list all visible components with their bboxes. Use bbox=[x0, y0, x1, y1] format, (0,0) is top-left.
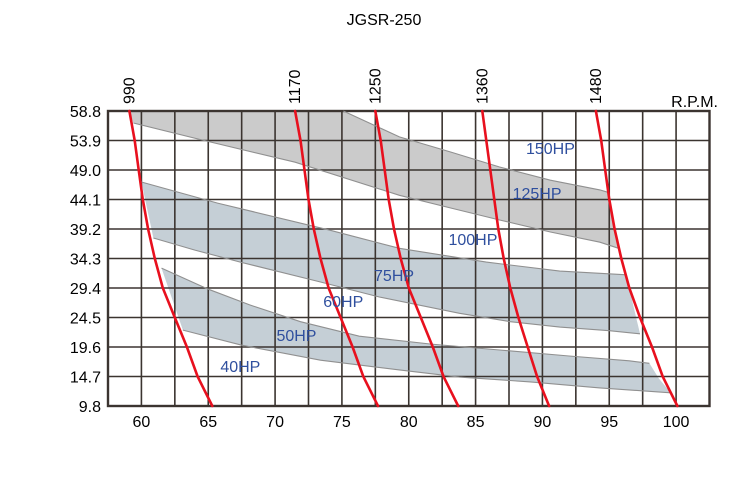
rpm-curve-1170 bbox=[293, 109, 380, 408]
hp-label-40HP: 40HP bbox=[220, 359, 260, 376]
x-tick-label: 60 bbox=[133, 414, 151, 431]
hp-label-125HP: 125HP bbox=[513, 186, 562, 203]
y-tick-label: 58.8 bbox=[70, 104, 101, 121]
x-tick-label: 90 bbox=[534, 414, 552, 431]
hp-label-60HP: 60HP bbox=[323, 294, 363, 311]
x-tick-label: 100 bbox=[663, 414, 690, 431]
hp-band-50HP-band bbox=[161, 268, 671, 393]
hp-boundary-curve bbox=[153, 237, 641, 335]
rpm-tick-label: 1480 bbox=[588, 68, 605, 104]
hp-boundary-curve bbox=[161, 267, 650, 364]
y-tick-label: 9.8 bbox=[79, 399, 101, 416]
hp-boundary-curve bbox=[182, 329, 671, 394]
hp-boundary-curve bbox=[133, 122, 619, 249]
hp-label-100HP: 100HP bbox=[448, 232, 497, 249]
y-tick-label: 29.4 bbox=[70, 281, 101, 298]
hp-label-50HP: 50HP bbox=[276, 328, 316, 345]
y-tick-label: 24.5 bbox=[70, 311, 101, 328]
x-tick-label: 65 bbox=[199, 414, 217, 431]
y-tick-label: 39.2 bbox=[70, 222, 101, 239]
rpm-tick-label: 990 bbox=[122, 77, 139, 104]
y-tick-label: 14.7 bbox=[70, 370, 101, 387]
x-tick-label: 80 bbox=[400, 414, 418, 431]
y-tick-label: 53.9 bbox=[70, 134, 101, 151]
x-tick-label: 75 bbox=[333, 414, 351, 431]
y-tick-label: 44.1 bbox=[70, 193, 101, 210]
x-tick-label: 70 bbox=[266, 414, 284, 431]
hp-label-75HP: 75HP bbox=[374, 268, 414, 285]
rpm-tick-label: 1250 bbox=[367, 68, 384, 104]
chart-title: JGSR-250 bbox=[346, 12, 422, 29]
plot-frame bbox=[106, 109, 711, 408]
y-tick-label: 49.0 bbox=[70, 163, 101, 180]
rpm-curve-1250 bbox=[374, 109, 460, 408]
hp-boundary-curve bbox=[343, 110, 609, 193]
y-tick-label: 34.3 bbox=[70, 252, 101, 269]
rpm-curve-1360 bbox=[481, 109, 551, 408]
rpm-axis-unit-label: R.P.M. bbox=[671, 94, 718, 111]
rpm-tick-label: 1360 bbox=[474, 68, 491, 104]
y-tick-label: 19.6 bbox=[70, 340, 101, 357]
rpm-curve-1480 bbox=[594, 109, 679, 408]
rpm-curve-990 bbox=[128, 109, 214, 408]
x-tick-label: 95 bbox=[600, 414, 618, 431]
rpm-tick-label: 1170 bbox=[287, 69, 304, 104]
x-tick-label: 85 bbox=[467, 414, 485, 431]
hp-label-150HP: 150HP bbox=[526, 141, 575, 158]
